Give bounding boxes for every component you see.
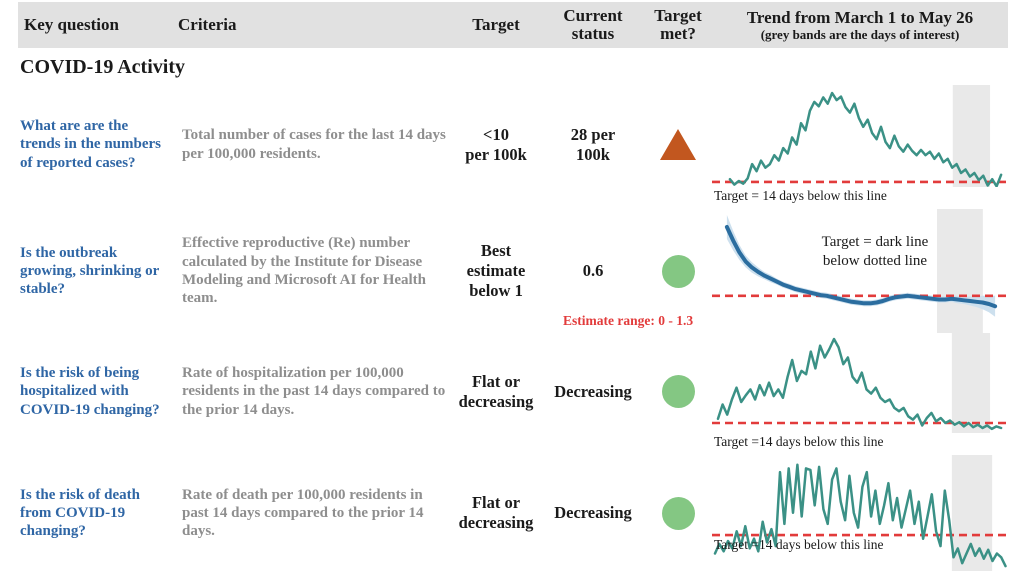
green-circle-icon: [661, 254, 695, 288]
triangle-up-icon: [660, 129, 696, 160]
estimate-range-note: Estimate range: 0 - 1.3: [563, 313, 694, 328]
question: Is the risk of being hospitalized with C…: [20, 365, 160, 418]
col-header-target-met: Target met?: [654, 6, 702, 43]
col-header-current-status: Current status: [563, 6, 623, 43]
target-met-indicator: [644, 375, 712, 408]
chart-annotation: Target = dark line below dotted line: [821, 234, 929, 269]
table-row-deaths: Is the risk of death from COVID-19 chang…: [0, 455, 1024, 571]
criteria: Rate of hospitalization per 100,000 resi…: [182, 365, 446, 418]
table-row-hospitalization: Is the risk of being hospitalized with C…: [0, 333, 1024, 449]
question: Is the risk of death from COVID-19 chang…: [20, 486, 141, 540]
section-title: COVID-19 Activity: [20, 56, 185, 78]
target-met-indicator: [644, 254, 712, 288]
target-met-indicator: [644, 496, 712, 530]
trend-cell: Target =14 days below this line: [712, 333, 1010, 450]
col-header-target: Target: [472, 15, 520, 35]
trend-chart-re: [712, 209, 1010, 333]
status-value: Decreasing: [554, 381, 632, 401]
chart-caption: Target = 14 days below this line: [714, 188, 887, 203]
status-value: 28 per 100k: [570, 124, 616, 164]
criteria: Total number of cases for the last 14 da…: [182, 127, 446, 162]
trend-chart-hospitalization: [712, 333, 1010, 433]
trend-header-title: Trend from March 1 to May 26: [746, 7, 974, 27]
status-value: 0.6: [582, 261, 604, 281]
trend-header-subtitle: (grey bands are the days of interest): [760, 26, 960, 42]
question: What are are the trends in the numbers o…: [20, 118, 161, 171]
criteria: Effective reproductive (Re) number calcu…: [182, 235, 427, 307]
target-value: Flat or decreasing: [458, 371, 534, 411]
table-row-cases: What are are the trends in the numbers o…: [0, 85, 1024, 203]
trend-chart-deaths: [712, 455, 1010, 571]
target-value: Best estimate below 1: [466, 241, 526, 300]
green-circle-icon: [661, 496, 695, 530]
col-header-criteria: Criteria: [178, 15, 237, 35]
question: Is the outbreak growing, shrinking or st…: [20, 244, 160, 298]
chart-caption: Target =14 days below this line: [714, 537, 884, 552]
target-value: <10 per 100k: [465, 124, 527, 164]
target-value: Flat or decreasing: [458, 493, 534, 532]
trend-cell: Target = dark line below dotted line: [712, 209, 1010, 333]
trend-chart-cases: [712, 85, 1010, 187]
green-circle-icon: [661, 375, 695, 408]
trend-cell: Target = 14 days below this line: [712, 85, 1010, 204]
status-value: Decreasing: [554, 503, 632, 523]
table-row-outbreak: Is the outbreak growing, shrinking or st…: [0, 209, 1024, 333]
col-header-key-question: Key question: [24, 15, 119, 35]
chart-caption: Target =14 days below this line: [714, 434, 884, 449]
table-header: Key question Criteria Target Current sta…: [18, 2, 1008, 48]
target-met-indicator: [644, 128, 712, 161]
criteria: Rate of death per 100,000 residents in p…: [182, 486, 424, 540]
col-header-trend: Trend from March 1 to May 26 (grey bands…: [712, 7, 1008, 42]
trend-cell: Target =14 days below this line: [712, 455, 1010, 571]
